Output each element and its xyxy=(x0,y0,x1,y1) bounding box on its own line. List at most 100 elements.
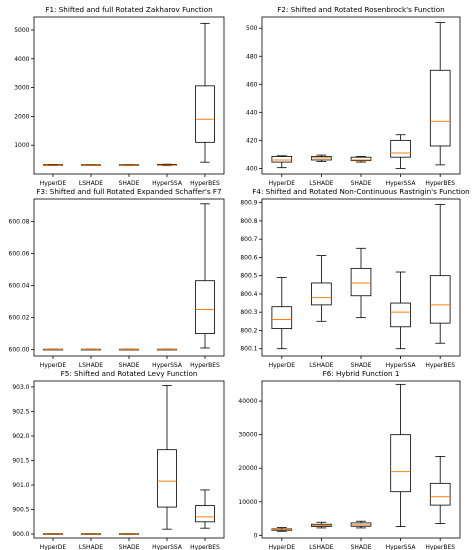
boxplot-hyperde xyxy=(43,533,63,535)
iqr-box xyxy=(390,139,411,158)
iqr-box xyxy=(157,449,177,508)
y-tick-label: 20000 xyxy=(238,465,257,472)
y-tick-label: 2000 xyxy=(14,113,29,120)
iqr-box xyxy=(429,482,451,506)
boxplot-shade xyxy=(119,533,139,535)
y-tick-label: 800.2 xyxy=(240,327,257,334)
y-tick-label: 10000 xyxy=(238,499,257,506)
y-tick-label: 420 xyxy=(246,137,258,144)
y-tick-label: 901.0 xyxy=(12,482,29,489)
iqr-box xyxy=(390,434,411,493)
x-tick-label: HyperBES xyxy=(190,180,220,187)
y-tick-label: 500 xyxy=(246,25,258,32)
iqr-box xyxy=(195,85,215,143)
y-tick-label: 30000 xyxy=(238,432,257,439)
iqr-box xyxy=(429,69,451,147)
y-tick-label: 800.9 xyxy=(240,200,257,207)
boxplot-hyperde xyxy=(43,348,63,351)
iqr-box xyxy=(429,275,451,324)
chart-panel-1: F1: Shifted and full Rotated Zakharov Fu… xyxy=(14,5,225,187)
x-tick-label: HyperBES xyxy=(425,362,455,369)
boxplot-hyperde xyxy=(43,164,63,167)
boxplot-hyperssa xyxy=(157,163,177,167)
boxplot-lshade xyxy=(81,348,101,351)
boxplot-lshade xyxy=(81,533,101,535)
x-tick-label: HyperSSA xyxy=(152,362,183,369)
y-tick-label: 800.4 xyxy=(240,291,257,298)
y-tick-label: 902.0 xyxy=(12,433,29,440)
boxplot-lshade xyxy=(81,164,101,166)
chart-panel-2: F2: Shifted and Rotated Rosenbrock's Fun… xyxy=(246,5,461,187)
boxplot-hyperssa xyxy=(157,385,177,530)
iqr-box xyxy=(195,505,215,523)
x-tick-label: HyperDE xyxy=(40,362,67,369)
x-tick-label: SHADE xyxy=(119,544,140,550)
y-tick-label: 600.02 xyxy=(9,315,30,322)
boxplot-shade xyxy=(119,348,139,351)
chart-title: F3: Shifted and full Rotated Expanded Sc… xyxy=(36,187,221,196)
x-tick-label: LSHADE xyxy=(309,362,333,369)
y-tick-label: 40000 xyxy=(238,398,257,405)
x-tick-label: HyperDE xyxy=(40,180,67,187)
iqr-box xyxy=(271,156,293,163)
boxplot-hyperssa xyxy=(157,348,177,351)
x-tick-label: HyperSSA xyxy=(386,362,417,369)
boxplot-lshade xyxy=(311,154,332,162)
x-tick-label: HyperBES xyxy=(190,544,220,550)
y-tick-label: 902.5 xyxy=(12,408,29,415)
boxplot-hyperbes xyxy=(429,22,451,166)
y-tick-label: 0 xyxy=(254,532,258,539)
x-tick-label: SHADE xyxy=(351,362,372,369)
y-tick-label: 600.08 xyxy=(9,218,30,225)
y-tick-label: 600.00 xyxy=(9,347,30,354)
x-tick-label: SHADE xyxy=(119,180,140,187)
chart-panel-5: F5: Shifted and Rotated Levy Function 900… xyxy=(12,369,225,550)
chart-title: F1: Shifted and full Rotated Zakharov Fu… xyxy=(45,5,212,14)
boxplot-shade xyxy=(350,520,372,529)
x-tick-label: LSHADE xyxy=(79,544,103,550)
y-tick-label: 800.8 xyxy=(240,218,257,225)
boxplot-shade xyxy=(350,247,372,319)
x-tick-label: HyperDE xyxy=(40,544,67,550)
y-tick-label: 480 xyxy=(246,53,258,60)
y-tick-label: 903.0 xyxy=(12,384,29,391)
chart-title: F4: Shifted and Rotated Non-Continuous R… xyxy=(252,187,469,196)
x-tick-label: LSHADE xyxy=(79,180,103,187)
y-tick-label: 900.5 xyxy=(12,507,29,514)
chart-title: F5: Shifted and Rotated Levy Function xyxy=(61,369,198,378)
x-tick-label: HyperDE xyxy=(269,362,296,369)
iqr-box xyxy=(195,280,215,334)
x-tick-label: HyperBES xyxy=(425,180,455,187)
iqr-box xyxy=(390,302,411,328)
y-tick-label: 1000 xyxy=(14,142,29,149)
boxplot-lshade xyxy=(311,521,332,529)
boxplot-hyperbes xyxy=(429,204,451,344)
boxplot-hyperssa xyxy=(390,383,411,527)
x-tick-label: HyperSSA xyxy=(386,544,417,550)
boxplot-shade xyxy=(119,164,139,166)
y-tick-label: 5000 xyxy=(14,27,29,34)
boxplot-hyperbes xyxy=(195,489,215,529)
chart-panel-4: F4: Shifted and Rotated Non-Continuous R… xyxy=(240,187,469,369)
x-tick-label: HyperDE xyxy=(269,180,296,187)
boxplot-hyperde xyxy=(271,155,293,169)
boxplot-hyperssa xyxy=(390,271,411,350)
boxplot-hyperbes xyxy=(195,203,215,349)
boxplot-hyperde xyxy=(271,277,293,350)
y-tick-label: 600.06 xyxy=(9,250,30,257)
y-tick-label: 600.04 xyxy=(9,283,30,290)
y-tick-label: 800.7 xyxy=(240,236,257,243)
y-tick-label: 400 xyxy=(246,165,258,172)
iqr-box xyxy=(350,267,372,297)
x-tick-label: HyperBES xyxy=(425,544,455,550)
x-tick-label: SHADE xyxy=(119,362,140,369)
y-tick-label: 460 xyxy=(246,81,258,88)
y-tick-label: 800.6 xyxy=(240,254,257,261)
y-tick-label: 900.0 xyxy=(12,531,29,538)
y-tick-label: 901.5 xyxy=(12,457,29,464)
y-tick-label: 800.1 xyxy=(240,346,257,353)
chart-panel-6: F6: Hybrid Function 1 0 10000 20000 30000 400… xyxy=(238,369,461,550)
x-tick-label: LSHADE xyxy=(309,180,333,187)
x-tick-label: HyperSSA xyxy=(152,544,183,550)
